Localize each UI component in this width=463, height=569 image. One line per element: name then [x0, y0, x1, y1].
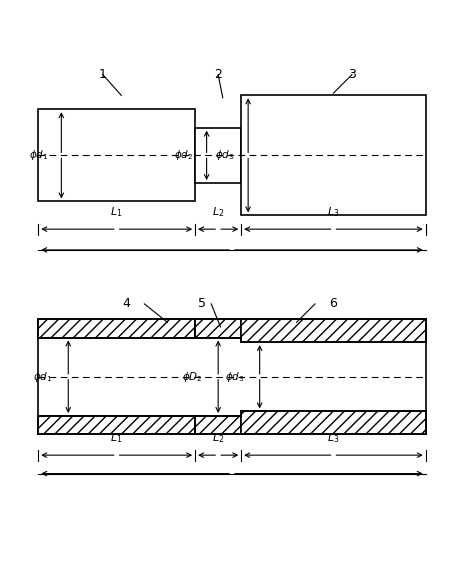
Text: $\phi d_2$: $\phi d_2$	[174, 149, 193, 162]
Text: $L_3$: $L_3$	[326, 205, 339, 219]
Text: $\phi d_1$: $\phi d_1$	[33, 370, 52, 384]
Text: 3: 3	[347, 68, 355, 81]
Text: $\phi d_3$: $\phi d_3$	[215, 149, 234, 162]
Text: 2: 2	[214, 68, 222, 81]
Bar	[194, 319, 241, 337]
Text: $\phi d_3$: $\phi d_3$	[224, 370, 244, 384]
Text: $L_2$: $L_2$	[212, 431, 224, 445]
Bar	[194, 416, 241, 434]
Bar	[241, 411, 425, 434]
Bar	[38, 109, 194, 201]
Bar	[38, 319, 194, 337]
Bar	[38, 416, 194, 434]
Text: $\phi d_1$: $\phi d_1$	[29, 149, 48, 162]
Text: $L_2$: $L_2$	[212, 205, 224, 219]
Text: $\phi D_2$: $\phi D_2$	[182, 370, 203, 384]
Text: $L_3$: $L_3$	[326, 431, 339, 445]
Bar	[194, 127, 241, 183]
Text: 6: 6	[329, 298, 337, 310]
Text: 5: 5	[198, 298, 206, 310]
Text: 4: 4	[122, 298, 130, 310]
Bar	[241, 96, 425, 215]
Text: 1: 1	[99, 68, 106, 81]
Text: $L_1$: $L_1$	[110, 205, 123, 219]
Text: $L_1$: $L_1$	[110, 431, 123, 445]
Bar	[241, 319, 425, 342]
